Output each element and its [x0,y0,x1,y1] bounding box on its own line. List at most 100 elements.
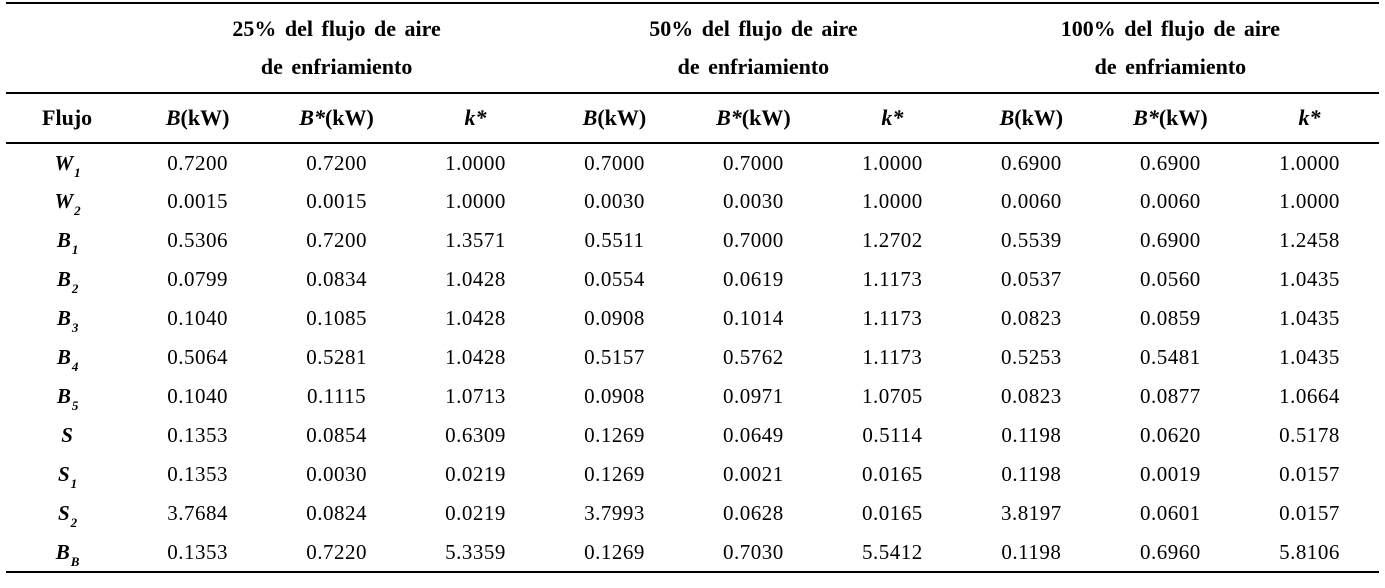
column-header-row: Flujo B(kW) B*(kW) k* B(kW) B*(kW) k* B(… [6,93,1379,144]
group-header-line2: de enfriamiento [260,54,413,79]
value-cell: 0.1353 [167,462,229,486]
value-cell: 0.0854 [306,423,367,447]
col-header-kstar-100: k* [1239,93,1379,144]
row-label-subscript: 1 [70,476,78,492]
row-label: BB [6,533,128,572]
value-cell: 0.6900 [1000,150,1062,175]
group-header-line1: 100% del flujo de aire [1060,16,1281,41]
col-header-kstar-50: k* [822,93,962,144]
value-cell: 1.0435 [1279,306,1340,330]
col-header-b-50: B(kW) [545,93,684,144]
value-cell: 0.0030 [723,189,784,213]
group-header-line1: 25% del flujo de aire [232,16,441,41]
col-header-bstar-25: B*(kW) [267,93,407,144]
value-cell: 1.1173 [862,306,923,330]
table-body: W1 0.7200 0.7200 1.0000 0.7000 0.7000 1.0000 0.… [6,143,1379,572]
row-label: S1 [6,455,128,494]
value-cell: 0.0823 [1000,306,1062,330]
value-cell: 0.0619 [723,267,784,291]
value-cell: 0.0799 [167,267,229,291]
value-cell: 1.2458 [1279,228,1340,252]
group-header-25pct: 25% del flujo de aire de enfriamiento [128,3,545,94]
value-cell: 1.0000 [861,150,923,175]
col-header-b-25: B(kW) [128,93,268,144]
row-label-symbol: B [56,306,71,330]
value-cell: 0.5253 [1000,345,1062,369]
header-symbol: B [165,105,181,130]
value-cell: 1.0428 [445,306,506,330]
value-cell: 0.1353 [167,423,229,447]
value-cell: 0.0060 [1140,189,1201,213]
value-cell: 0.0165 [861,462,923,486]
value-cell: 0.5539 [1000,228,1062,252]
value-cell: 1.0000 [445,150,506,175]
value-cell: 1.0000 [1279,150,1340,175]
row-label-symbol: W [54,189,74,213]
table-row: B4 0.5064 0.5281 1.0428 0.5157 0.5762 1.1173 0.… [6,338,1379,377]
row-label-symbol: B [56,228,71,252]
value-cell: 0.0015 [306,189,367,213]
value-cell: 1.1173 [862,345,923,369]
row-label-subscript: 3 [71,320,79,336]
table-row: B2 0.0799 0.0834 1.0428 0.0554 0.0619 1.1173 0.… [6,260,1379,299]
row-label: B5 [6,377,128,416]
value-cell: 0.7030 [723,539,784,564]
header-symbol: k* [881,105,904,130]
value-cell: 5.8106 [1279,539,1340,564]
header-symbol: B* [716,105,742,130]
value-cell: 0.1014 [723,306,784,330]
row-label-subscript: 4 [71,359,79,375]
value-cell: 0.5481 [1140,345,1201,369]
value-cell: 0.5178 [1279,423,1340,447]
row-label-subscript: B [70,553,80,569]
value-cell: 0.0601 [1140,501,1201,525]
value-cell: 3.8197 [1000,501,1062,525]
value-cell: 0.1353 [167,539,229,564]
value-cell: 1.0705 [861,384,923,408]
value-cell: 0.0021 [723,462,784,486]
value-cell: 1.0713 [445,384,506,408]
group-header-100pct: 100% del flujo de aire de enfriamiento [961,3,1379,94]
value-cell: 0.0219 [445,462,506,486]
value-cell: 0.7220 [306,539,367,564]
row-label-symbol: S [57,501,70,525]
row-label-subscript: 2 [70,515,78,531]
value-cell: 0.6900 [1140,228,1201,252]
value-cell: 0.1198 [1001,462,1062,486]
value-cell: 0.0015 [167,189,229,213]
group-header-50pct: 50% del flujo de aire de enfriamiento [545,3,962,94]
table-row: W1 0.7200 0.7200 1.0000 0.7000 0.7000 1.0000 0.… [6,143,1379,182]
value-cell: 0.1040 [167,306,229,330]
row-label-symbol: B [55,539,70,564]
value-cell: 0.5114 [862,423,923,447]
value-cell: 5.3359 [445,539,506,564]
value-cell: 3.7684 [167,501,229,525]
value-cell: 0.5511 [584,228,645,252]
row-label: S2 [6,494,128,533]
value-cell: 0.0908 [584,384,645,408]
table-row: B3 0.1040 0.1085 1.0428 0.0908 0.1014 1.1173 0.… [6,299,1379,338]
row-label-symbol: B [56,267,71,291]
row-label-symbol: B [56,345,71,369]
value-cell: 0.0165 [861,501,923,525]
row-label-subscript: 1 [71,242,79,258]
value-cell: 0.1115 [306,384,367,408]
value-cell: 0.0060 [1000,189,1062,213]
row-label-subscript: 5 [71,398,79,414]
value-cell: 0.7200 [306,228,367,252]
row-label: W1 [6,143,128,182]
table-row: S2 3.7684 0.0824 0.0219 3.7993 0.0628 0.0165 3.… [6,494,1379,533]
value-cell: 0.0030 [306,462,367,486]
col-header-bstar-100: B*(kW) [1100,93,1240,144]
row-label-symbol: S [61,423,73,447]
group-header-line1: 50% del flujo de aire [649,16,858,41]
col-header-flujo: Flujo [6,93,129,144]
value-cell: 0.6900 [1140,150,1201,175]
value-cell: 0.5306 [167,228,229,252]
value-cell: 0.0908 [584,306,645,330]
value-cell: 5.5412 [861,539,923,564]
corner-blank-cell [6,3,129,94]
value-cell: 0.0824 [306,501,367,525]
exergy-flow-table: 25% del flujo de aire de enfriamiento 50… [6,2,1379,573]
row-label: B4 [6,338,128,377]
